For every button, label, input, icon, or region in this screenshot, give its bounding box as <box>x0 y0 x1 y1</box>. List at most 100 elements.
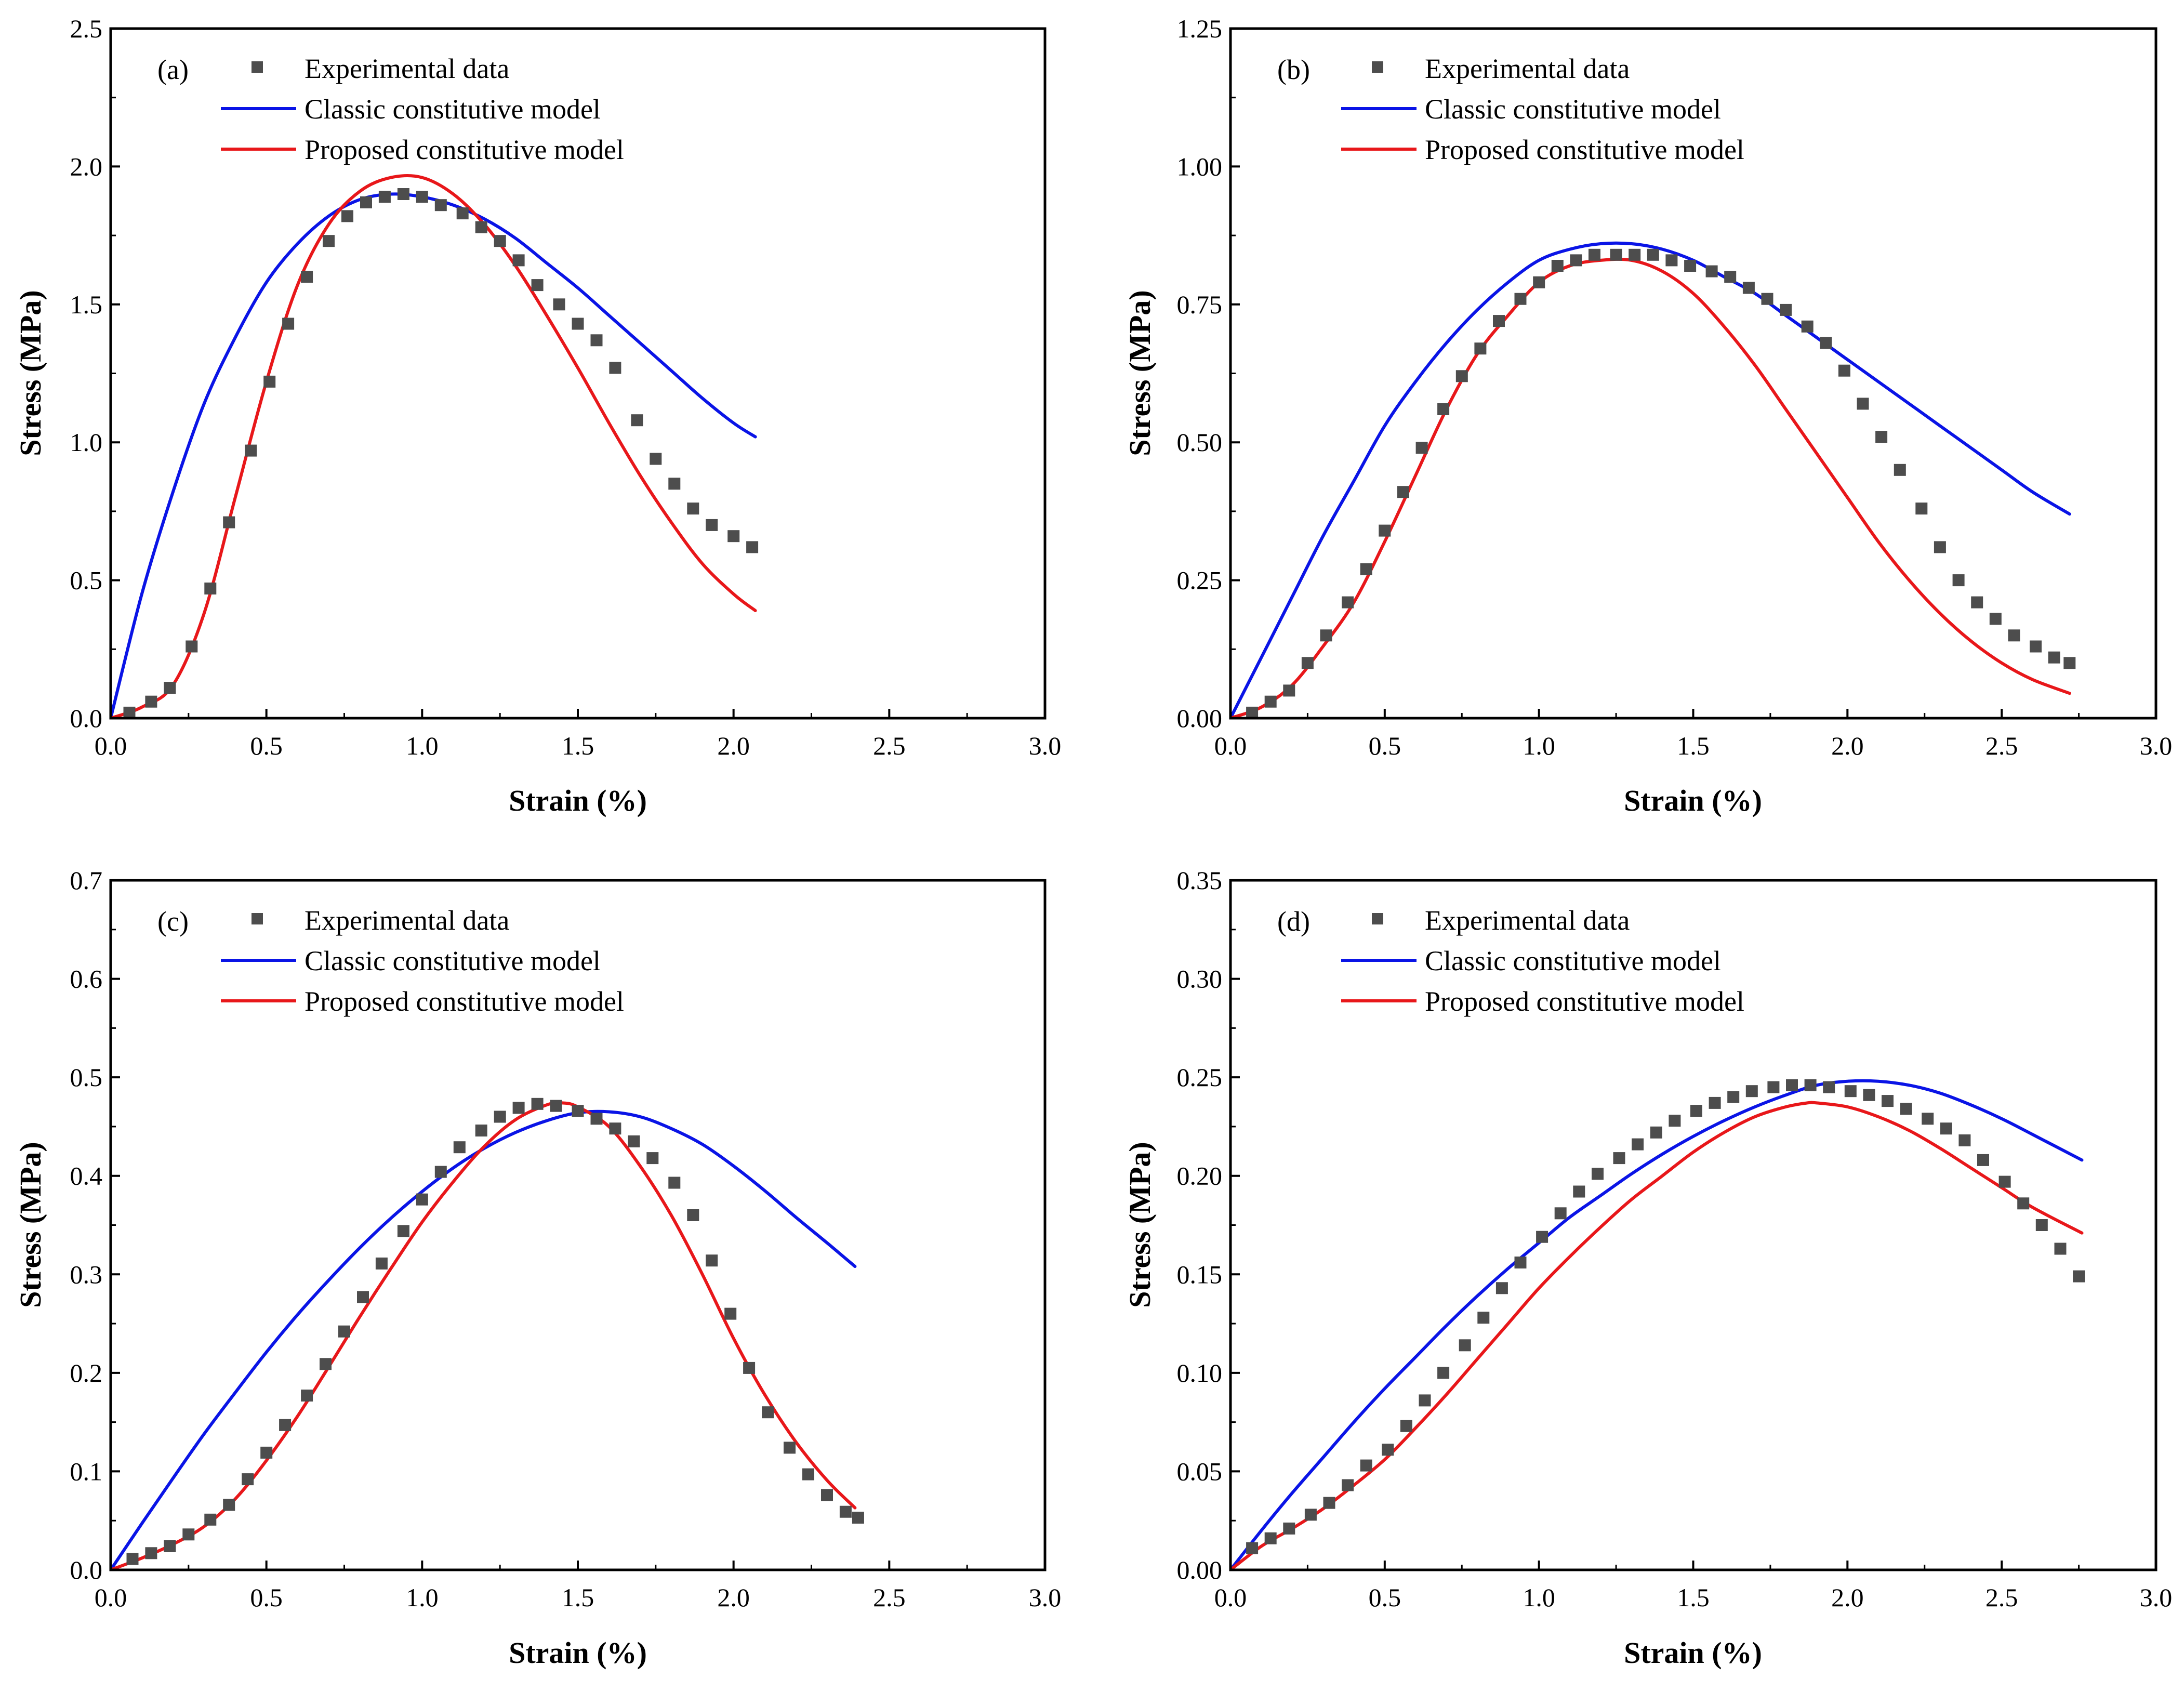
experimental-point <box>852 1512 864 1524</box>
y-tick-label: 0.6 <box>70 964 103 994</box>
experimental-point <box>821 1489 833 1501</box>
experimental-point <box>1437 1367 1450 1379</box>
y-tick-label: 0.0 <box>70 704 103 733</box>
experimental-point <box>1801 320 1814 333</box>
experimental-point <box>1400 1420 1412 1432</box>
x-tick-label: 0.0 <box>95 1583 127 1612</box>
x-tick-label: 1.5 <box>1677 731 1710 760</box>
experimental-point <box>434 199 447 212</box>
experimental-point <box>2073 1270 2085 1283</box>
x-tick-label: 2.5 <box>1986 731 2018 760</box>
y-tick-label: 2.0 <box>70 152 103 181</box>
experimental-point <box>494 1111 506 1123</box>
x-tick-label: 1.0 <box>406 731 439 760</box>
y-tick-label: 0.25 <box>1177 566 1223 595</box>
legend-label-experimental: Experimental data <box>1425 905 1630 936</box>
y-tick-label: 0.2 <box>70 1358 103 1387</box>
experimental-point <box>1838 364 1850 377</box>
experimental-point <box>1632 1138 1644 1151</box>
experimental-point <box>839 1505 852 1518</box>
x-tick-label: 0.0 <box>1214 1583 1247 1612</box>
experimental-point <box>2008 629 2020 642</box>
experimental-point <box>279 1419 292 1431</box>
experimental-point <box>1495 1282 1508 1294</box>
experimental-point <box>590 1113 603 1125</box>
experimental-point <box>301 1390 313 1402</box>
x-axis-title: Strain (%) <box>1624 1636 1762 1670</box>
experimental-point <box>1360 1459 1372 1472</box>
experimental-point <box>2054 1242 2067 1255</box>
experimental-point <box>1745 1085 1758 1098</box>
x-axis-title: Strain (%) <box>509 784 647 817</box>
experimental-point <box>746 541 759 553</box>
experimental-point <box>2035 1219 2048 1231</box>
x-tick-label: 3.0 <box>1029 731 1062 760</box>
legend-label-classic: Classic constitutive model <box>305 945 601 976</box>
experimental-point <box>1419 1394 1431 1407</box>
experimental-markers <box>126 1098 864 1565</box>
experimental-point <box>802 1468 814 1481</box>
experimental-point <box>416 1193 428 1206</box>
experimental-point <box>1592 1168 1604 1180</box>
experimental-point <box>1573 1185 1585 1198</box>
chart-panel-c: 0.0 0.5 1.0 1.5 2.0 2.5 3.0 0.0 0.1 0.2 0.3 0.4 0.5 0… <box>14 866 1061 1670</box>
legend-label-proposed: Proposed constitutive model <box>1425 986 1744 1017</box>
legend-label-proposed: Proposed constitutive model <box>305 986 624 1017</box>
panel-label: (b) <box>1277 54 1310 85</box>
chart-panel-a: 0.0 0.5 1.0 1.5 2.0 2.5 3.00.00.51.01.52.02.5 … <box>14 14 1061 817</box>
x-tick-label: 0.5 <box>1369 1583 1401 1612</box>
proposed-model-curve <box>111 174 757 718</box>
experimental-point <box>1780 303 1792 316</box>
experimental-point <box>338 1325 350 1338</box>
experimental-point <box>223 1499 235 1511</box>
experimental-point <box>204 583 217 594</box>
experimental-point <box>687 503 699 515</box>
y-tick-label: 1.25 <box>1177 14 1223 43</box>
experimental-point <box>590 334 603 347</box>
experimental-point <box>1382 1444 1394 1456</box>
experimental-point <box>1647 248 1659 261</box>
experimental-markers <box>1246 248 2076 718</box>
x-tick-label: 0.5 <box>250 1583 283 1612</box>
experimental-point <box>609 362 621 374</box>
experimental-point <box>1536 1231 1548 1243</box>
experimental-point <box>631 414 643 427</box>
classic-model-line <box>1230 241 2071 718</box>
experimental-point <box>727 530 740 543</box>
experimental-point <box>1493 315 1505 327</box>
experimental-point <box>1709 1096 1721 1109</box>
y-tick-label: 0.30 <box>1177 964 1223 994</box>
experimental-point <box>1474 342 1487 355</box>
experimental-point <box>668 1177 681 1189</box>
experimental-point <box>706 519 718 531</box>
experimental-point <box>2063 657 2076 669</box>
experimental-point <box>456 207 469 220</box>
plot-frame <box>1229 879 2157 1571</box>
legend-marker-experimental <box>252 61 263 73</box>
experimental-point <box>1629 248 1641 261</box>
legend-label-proposed: Proposed constitutive model <box>305 134 624 165</box>
x-tick-label: 2.0 <box>1831 731 1864 760</box>
experimental-point <box>687 1209 699 1221</box>
experimental-point <box>1301 657 1314 669</box>
classic-model-curve <box>1230 1079 2084 1570</box>
experimental-point <box>323 235 335 247</box>
experimental-point <box>1477 1312 1490 1324</box>
experimental-point <box>572 1105 584 1117</box>
experimental-point <box>1767 1081 1780 1093</box>
experimental-point <box>341 210 353 222</box>
y-tick-label: 0.00 <box>1177 704 1223 733</box>
x-tick-label: 1.5 <box>562 731 594 760</box>
legend: Experimental data Classic constitutive m… <box>221 905 624 1017</box>
y-tick-label: 0.35 <box>1177 866 1223 895</box>
experimental-point <box>245 444 257 457</box>
experimental-point <box>1283 684 1295 697</box>
experimental-point <box>572 318 584 330</box>
experimental-point <box>1727 1091 1740 1103</box>
panel-label: (c) <box>157 906 189 937</box>
chart-panel-d: 0.0 0.5 1.0 1.5 2.0 2.5 3.0 0.00 0.05 0.10 0.15 0.2… <box>1123 866 2172 1670</box>
experimental-point <box>1786 1079 1798 1091</box>
y-axis-title: Stress (MPa) <box>1123 290 1157 456</box>
legend-label-classic: Classic constitutive model <box>305 94 601 125</box>
y-tick-label: 0.75 <box>1177 290 1223 319</box>
